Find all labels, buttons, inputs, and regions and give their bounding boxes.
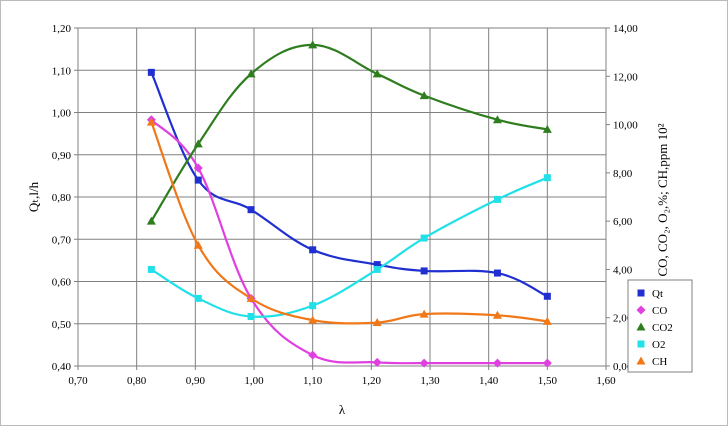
data-point-co (419, 358, 429, 368)
data-point-ch (308, 315, 318, 324)
data-point-o2 (309, 302, 317, 310)
data-point-co (492, 358, 502, 368)
x-tick-label: 1,00 (244, 375, 264, 387)
data-point-qt (373, 261, 381, 269)
y-right-tick-label: 12,00 (613, 71, 638, 83)
data-point-o2 (194, 294, 202, 302)
y-left-axis-label: Qₜ,l/h (26, 181, 41, 212)
data-point-co2 (246, 69, 256, 78)
y-left-tick-label: 1,00 (52, 108, 72, 120)
y-right-tick-label: 14,00 (613, 23, 638, 35)
data-point-ch (419, 309, 429, 318)
data-point-ch (542, 316, 552, 325)
data-point-qt (420, 267, 428, 275)
legend: Qt CO CO2 O2 CH (627, 279, 693, 373)
y-left-tick-label: 0,90 (52, 150, 72, 162)
data-point-o2 (420, 234, 428, 242)
data-point-ch (372, 318, 382, 327)
data-point-co2 (419, 91, 429, 100)
x-tick-label: 1,20 (362, 375, 382, 387)
legend-marker-o2 (637, 340, 645, 348)
y-right-axis-label: CO, CO₂, O₂,%; CH,ppm 10² (655, 123, 670, 276)
data-point-ch (146, 117, 156, 126)
data-point-co (542, 358, 552, 368)
data-point-co (308, 350, 318, 360)
series-markers (146, 40, 552, 368)
legend-marker-co2 (636, 322, 646, 331)
data-point-qt (309, 246, 317, 254)
y-left-tick-label: 0,40 (52, 361, 72, 373)
y-left-tick-label: 0,70 (52, 234, 72, 246)
x-tick-label: 1,40 (479, 375, 499, 387)
y-right-tick-label: 4,00 (613, 264, 633, 276)
y-left-tick-label: 1,20 (52, 23, 72, 35)
data-point-o2 (373, 265, 381, 273)
legend-marker-ch (636, 356, 646, 365)
data-point-qt (493, 269, 501, 277)
data-point-ch (492, 310, 502, 319)
x-axis-label: λ (339, 402, 346, 417)
data-point-o2 (147, 265, 155, 273)
data-point-o2 (247, 313, 255, 321)
series-line-o2 (150, 176, 548, 318)
y-left-axis-ticks: 0,40 0,50 0,60 0,70 0,80 0,90 1,00 1,10 1,20 (52, 23, 78, 373)
legend-label-co: CO (652, 305, 667, 317)
data-point-co2 (372, 69, 382, 78)
y-right-tick-label: 10,00 (613, 120, 638, 132)
legend-label-qt: Qt (652, 288, 663, 300)
data-point-co2 (308, 40, 318, 49)
x-tick-label: 0,80 (127, 375, 147, 387)
x-tick-label: 1,50 (538, 375, 558, 387)
data-point-o2 (543, 174, 551, 182)
data-point-o2 (493, 195, 501, 203)
data-point-ch (193, 240, 203, 249)
legend-marker-qt (637, 289, 645, 297)
legend-marker-co (636, 305, 646, 315)
y-right-tick-label: 6,00 (613, 216, 633, 228)
legend-label-ch: CH (652, 356, 667, 368)
data-point-qt (147, 68, 155, 76)
x-tick-label: 1,30 (420, 375, 440, 387)
x-tick-label: 1,10 (303, 375, 323, 387)
x-tick-label: 1,60 (596, 375, 616, 387)
y-left-tick-label: 0,50 (52, 319, 72, 331)
legend-label-o2: O2 (652, 339, 665, 351)
data-point-qt (543, 292, 551, 300)
x-tick-label: 0,70 (68, 375, 88, 387)
series-line-co (150, 118, 548, 365)
x-axis-ticks: 0,70 0,80 0,90 1,00 1,10 1,20 1,30 1,40 1,50 1,60 (68, 366, 616, 387)
x-tick-label: 0,90 (186, 375, 206, 387)
data-point-qt (247, 206, 255, 214)
y-right-tick-label: 8,00 (613, 168, 633, 180)
data-point-co2 (193, 139, 203, 148)
data-point-ch (246, 293, 256, 302)
legend-label-co2: CO2 (652, 322, 673, 334)
y-left-tick-label: 0,80 (52, 192, 72, 204)
data-point-co2 (146, 216, 156, 225)
data-point-co2 (542, 124, 552, 133)
data-point-co2 (492, 115, 502, 124)
data-point-qt (194, 176, 202, 184)
data-point-co (193, 163, 203, 173)
y-left-tick-label: 1,10 (52, 65, 72, 77)
data-point-co (372, 357, 382, 367)
y-left-tick-label: 0,60 (52, 277, 72, 289)
